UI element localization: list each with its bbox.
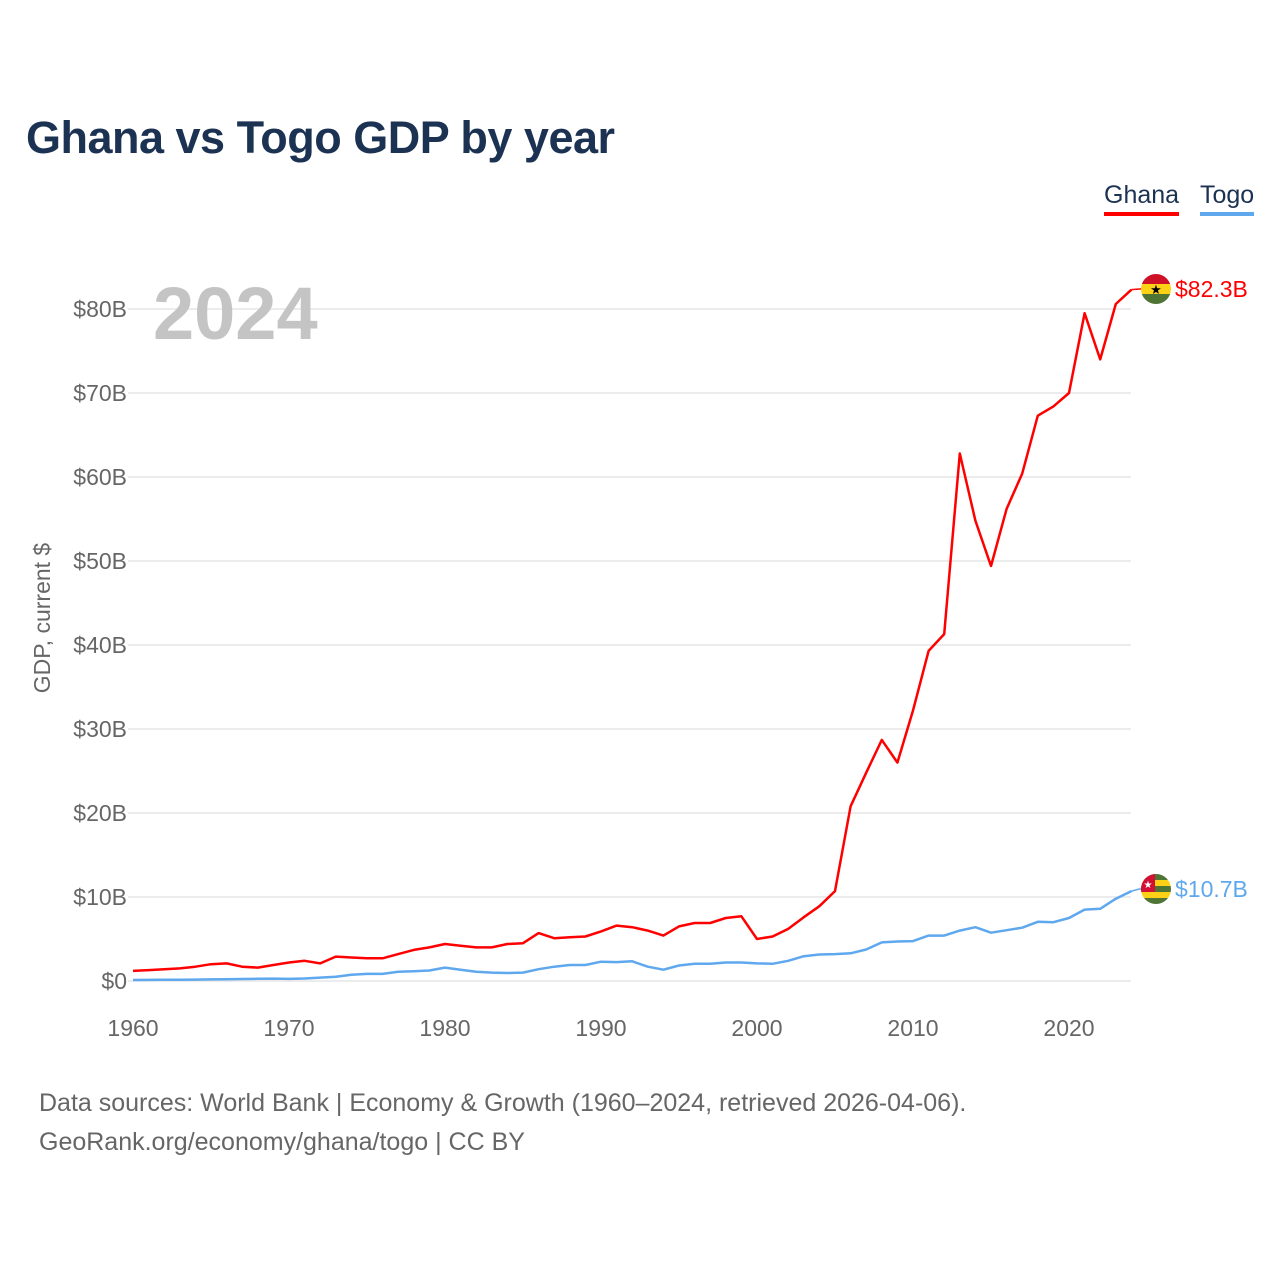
flag-stripe xyxy=(1141,874,1171,880)
year-watermark: 2024 xyxy=(153,272,318,355)
legend-ghana[interactable]: Ghana xyxy=(1104,181,1180,216)
source-line-1: Data sources: World Bank | Economy & Gro… xyxy=(39,1089,967,1117)
star-icon: ★ xyxy=(1150,282,1162,297)
y-tick-label: $20B xyxy=(73,800,127,826)
x-tick-label: 1960 xyxy=(107,1015,158,1041)
flag-stripe xyxy=(1141,294,1171,304)
y-tick-label: $80B xyxy=(73,296,127,322)
flag-stripe xyxy=(1141,284,1171,294)
flag-stripe xyxy=(1141,880,1171,886)
ghana-flag-icon: ★ xyxy=(1141,274,1171,304)
star-icon: ★ xyxy=(1144,880,1153,891)
chart-title: Ghana vs Togo GDP by year xyxy=(26,112,615,163)
x-tick-label: 2010 xyxy=(887,1015,938,1041)
source-note: Data sources: World Bank | Economy & Gro… xyxy=(39,1084,966,1162)
x-tick-label: 2000 xyxy=(731,1015,782,1041)
x-tick-label: 1970 xyxy=(263,1015,314,1041)
end-value-label-togo: $10.7B xyxy=(1175,876,1248,902)
flag-stripe xyxy=(1141,274,1171,284)
end-connector xyxy=(1131,288,1141,291)
flag-stripe xyxy=(1141,886,1171,892)
x-tick-label: 1980 xyxy=(419,1015,470,1041)
y-tick-label: $50B xyxy=(73,548,127,574)
y-tick-label: $40B xyxy=(73,632,127,658)
source-line-2[interactable]: GeoRank.org/economy/ghana/togo | CC BY xyxy=(39,1128,525,1156)
togo-flag-icon: ★ xyxy=(1141,874,1171,904)
y-tick-label: $70B xyxy=(73,380,127,406)
legend-togo[interactable]: Togo xyxy=(1200,181,1255,216)
x-tick-label: 1990 xyxy=(575,1015,626,1041)
flag-stripe xyxy=(1141,892,1171,898)
y-axis-label: GDP, current $ xyxy=(29,543,55,694)
y-tick-label: $60B xyxy=(73,464,127,490)
series-line-ghana xyxy=(132,288,1133,973)
y-tick-label: $30B xyxy=(73,716,127,742)
flag-stripe xyxy=(1141,898,1171,904)
end-value-label-ghana: $82.3B xyxy=(1175,276,1248,302)
series-line-togo xyxy=(132,889,1132,982)
y-tick-label: $0 xyxy=(101,968,127,994)
x-tick-label: 2020 xyxy=(1043,1015,1094,1041)
end-connector xyxy=(1131,888,1141,892)
y-tick-label: $10B xyxy=(73,884,127,910)
